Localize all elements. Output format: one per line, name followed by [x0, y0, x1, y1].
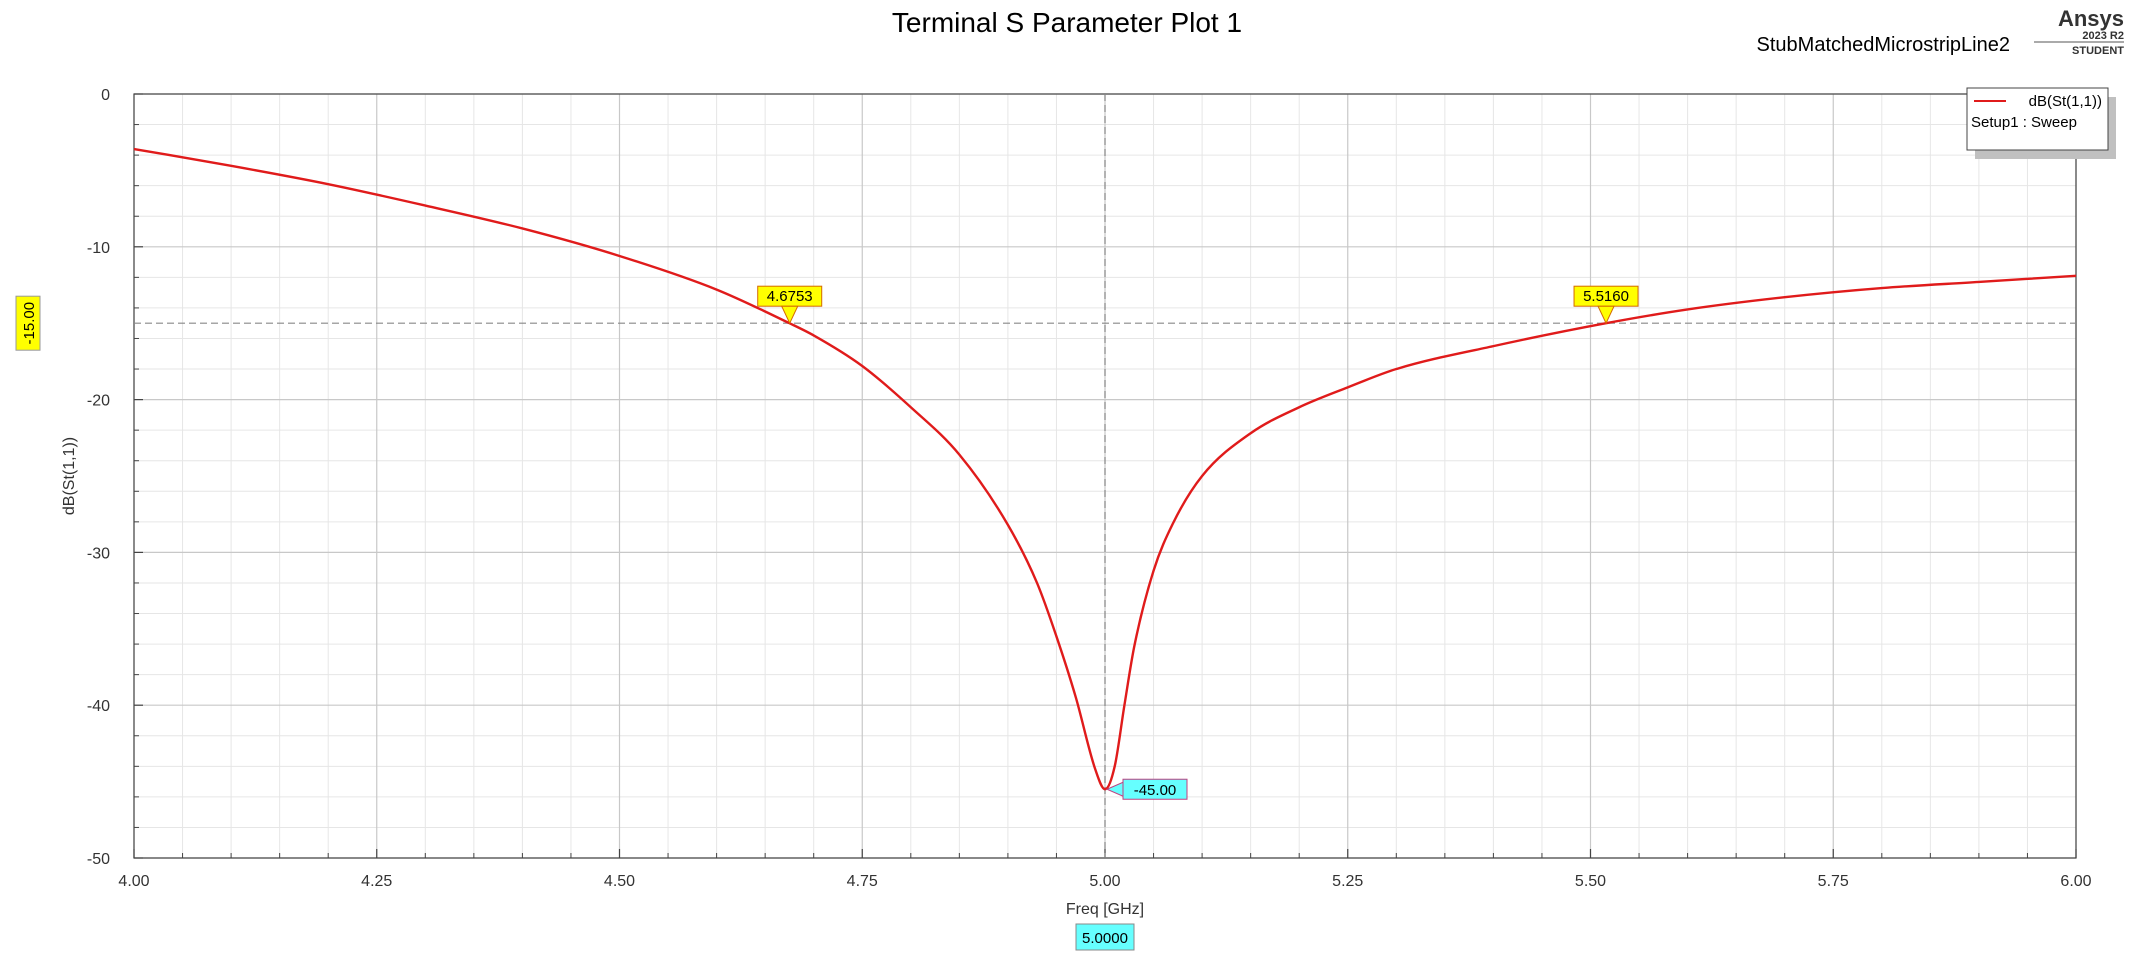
cursor-lines[interactable]: 5.0000 -15.00 [15, 94, 2076, 951]
brand-name: Ansys [2058, 6, 2124, 31]
y-tick-label: -30 [87, 545, 110, 562]
cursor-y-value: -15.00 [21, 302, 38, 345]
x-tick-labels: 4.00 4.25 4.50 4.75 5.00 5.25 5.50 5.75 6.00 [118, 873, 2091, 890]
design-name: StubMatchedMicrostripLine2 [1757, 34, 2010, 56]
legend-box[interactable]: dB(St(1,1)) Setup1 : Sweep [1966, 87, 2116, 159]
y-tick-label: 0 [101, 87, 110, 104]
legend-setup-label: Setup1 : Sweep [1971, 114, 2077, 131]
y-tick-label: -10 [87, 240, 110, 257]
ansys-logo: Ansys 2023 R2 STUDENT [2034, 6, 2124, 57]
markers: 4.6753 5.5160 -45.00 [757, 285, 1639, 800]
marker-pointer [1597, 305, 1615, 325]
x-tick-label: 5.50 [1575, 873, 1606, 890]
marker-label: 5.5160 [1583, 288, 1629, 305]
x-tick-label: 5.75 [1818, 873, 1849, 890]
legend-trace-label: dB(St(1,1)) [2029, 93, 2102, 110]
x-tick-label: 4.50 [604, 873, 635, 890]
x-tick-label: 4.00 [118, 873, 149, 890]
axis-ticks [133, 93, 2077, 859]
marker-label: -45.00 [1134, 782, 1177, 799]
legend-panel [1966, 87, 2109, 151]
y-tick-labels: 0 -10 -20 -30 -40 -50 [87, 87, 110, 868]
chart-title: Terminal S Parameter Plot 1 [892, 7, 1242, 38]
marker-2: 5.5160 [1573, 285, 1639, 325]
x-tick-label: 4.25 [361, 873, 392, 890]
y-axis-label: dB(St(1,1)) [61, 437, 78, 515]
y-tick-label: -50 [87, 851, 110, 868]
x-tick-label: 6.00 [2060, 873, 2091, 890]
y-tick-label: -20 [87, 393, 110, 410]
marker-1: 4.6753 [757, 285, 823, 325]
trace-line-s11 [133, 147, 2077, 791]
x-axis-label: Freq [GHz] [1066, 901, 1144, 918]
cursor-x-tag [1075, 923, 1135, 951]
brand-edition: STUDENT [2072, 45, 2124, 57]
cursor-x-value: 5.0000 [1082, 930, 1128, 947]
x-tick-label: 5.00 [1089, 873, 1120, 890]
marker-pointer [780, 305, 799, 325]
y-tick-label: -40 [87, 698, 110, 715]
marker-label: 4.6753 [767, 288, 813, 305]
cursor-y-tag [15, 295, 41, 351]
marker-label-box [1122, 778, 1188, 800]
x-tick-label: 4.75 [847, 873, 878, 890]
marker-3: -45.00 [1105, 778, 1188, 800]
brand-version: 2023 R2 [2082, 30, 2124, 42]
x-tick-label: 5.25 [1332, 873, 1363, 890]
